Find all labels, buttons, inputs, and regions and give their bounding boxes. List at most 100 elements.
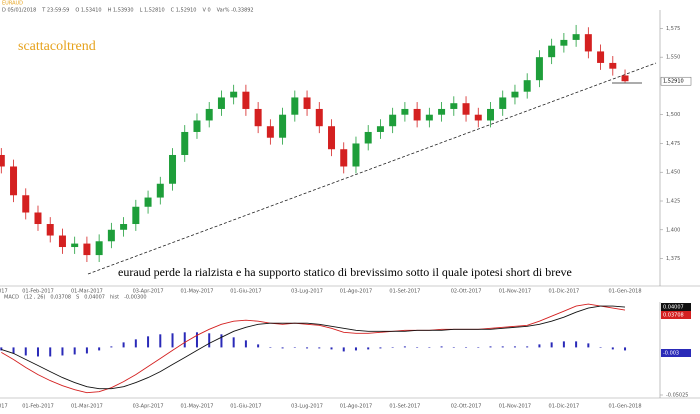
histogram-bar <box>257 344 260 348</box>
candle-body <box>120 224 128 230</box>
x-tick-label: 2017 <box>0 289 8 295</box>
x-tick-label: 01-Feb-2017 <box>22 404 54 410</box>
candle-body <box>621 75 629 82</box>
histogram-bar <box>12 347 15 354</box>
candle-body <box>242 91 250 109</box>
histogram-bar <box>306 347 309 349</box>
candle-body <box>156 183 164 198</box>
y-tick-label: 1,575 <box>666 26 680 32</box>
x-tick-label: 01-Giu-2017 <box>230 404 261 410</box>
x-tick-label: 01-May-2017 <box>181 289 214 295</box>
candle-body <box>376 126 384 132</box>
candle-body <box>584 34 592 52</box>
histogram-bar <box>244 340 247 348</box>
x-tick-label: 01-May-2017 <box>181 404 214 410</box>
x-tick-label: 03-Apr-2017 <box>133 404 164 410</box>
candle-body <box>10 166 18 196</box>
quote-item: V 0 <box>202 8 210 14</box>
histogram-bar <box>195 332 198 348</box>
quote-item: D 05/01/2018 <box>2 8 36 14</box>
x-tick-label: 03-Lug-2017 <box>291 289 323 295</box>
candle-body <box>266 126 274 138</box>
candle-body <box>425 114 433 121</box>
histogram-bar <box>501 346 504 348</box>
histogram-bar <box>147 336 150 348</box>
value-tag: 0.03708 <box>663 313 684 319</box>
quote-item: T 23:59:59 <box>41 8 69 14</box>
histogram-bar <box>330 347 333 350</box>
histogram-bar <box>49 347 52 357</box>
candle-body <box>328 126 336 150</box>
candle-body <box>217 97 225 109</box>
histogram-bar <box>122 342 125 348</box>
histogram-bar <box>85 347 88 354</box>
y-tick-label: 1,475 <box>666 141 680 147</box>
value-tag: 0.04007 <box>663 305 684 311</box>
candle-body <box>34 212 42 225</box>
x-tick-label: 01-Mar-2017 <box>71 289 103 295</box>
histogram-bar <box>0 347 3 351</box>
histogram-bar <box>587 343 590 348</box>
histogram-bar <box>134 339 137 348</box>
watermark: scattacoltrend <box>18 39 96 54</box>
histogram-bar <box>428 347 431 348</box>
candle-body <box>0 154 5 167</box>
y-tick-label: 1,425 <box>666 199 680 205</box>
legend-item: (12 , 26) <box>24 295 45 301</box>
histogram-bar <box>220 334 223 348</box>
histogram-bar <box>367 347 370 350</box>
x-tick-label: 01-Set-2017 <box>389 289 420 295</box>
histogram-bar <box>489 346 492 348</box>
macd-line <box>1 303 626 394</box>
x-tick-label: 01-Mar-2017 <box>71 404 103 410</box>
y-tick-label: 1,450 <box>666 170 680 176</box>
candle-body <box>95 241 103 256</box>
candle-body <box>205 108 213 121</box>
candle-body <box>450 103 458 109</box>
candle-body <box>340 149 348 167</box>
histogram-bar <box>440 346 443 348</box>
histogram-bar <box>477 347 480 348</box>
x-tick-label: 03-Lug-2017 <box>291 404 323 410</box>
y-tick-label: -0.05025 <box>666 393 688 399</box>
candle-body <box>499 97 507 109</box>
histogram-bar <box>281 347 284 349</box>
macd-line <box>1 305 626 390</box>
histogram-bar <box>110 346 113 348</box>
histogram-bar <box>342 347 345 352</box>
histogram-bar <box>183 332 186 348</box>
histogram-bar <box>171 333 174 348</box>
legend-item: hist <box>110 295 119 301</box>
candle-body <box>352 143 360 167</box>
candle-body <box>132 206 140 225</box>
candle-body <box>71 243 79 248</box>
candle-body <box>83 243 91 256</box>
histogram-bar <box>354 347 357 351</box>
histogram-bar <box>624 347 627 351</box>
quote-item: H 1,53930 <box>108 8 134 14</box>
candle-body <box>22 195 30 213</box>
quote-item: C 1,52910 <box>171 8 197 14</box>
x-tick-label: 01-Dic-2017 <box>549 289 580 295</box>
histogram-bar <box>269 347 272 348</box>
candle-body <box>291 97 299 115</box>
candle-body <box>144 197 152 207</box>
candle-body <box>487 108 494 121</box>
legend-item: S <box>76 295 79 301</box>
histogram-bar <box>379 347 382 349</box>
histogram-bar <box>526 346 529 348</box>
histogram-bar <box>318 347 321 349</box>
annotation: euraud perde la rialzista e ha supporto … <box>118 265 572 279</box>
x-tick-label: 01-Set-2017 <box>389 404 420 410</box>
candle-body <box>230 91 238 98</box>
price-tag: 1,52910 <box>663 79 684 85</box>
y-tick-label: 1,550 <box>666 55 680 61</box>
x-tick-label: 03-Apr-2017 <box>133 289 164 295</box>
histogram-bar <box>159 334 162 348</box>
candle-body <box>535 57 543 81</box>
histogram-bar <box>98 347 101 351</box>
candle-body <box>193 120 201 132</box>
candle-body <box>58 235 66 248</box>
histogram-bar <box>538 344 541 348</box>
